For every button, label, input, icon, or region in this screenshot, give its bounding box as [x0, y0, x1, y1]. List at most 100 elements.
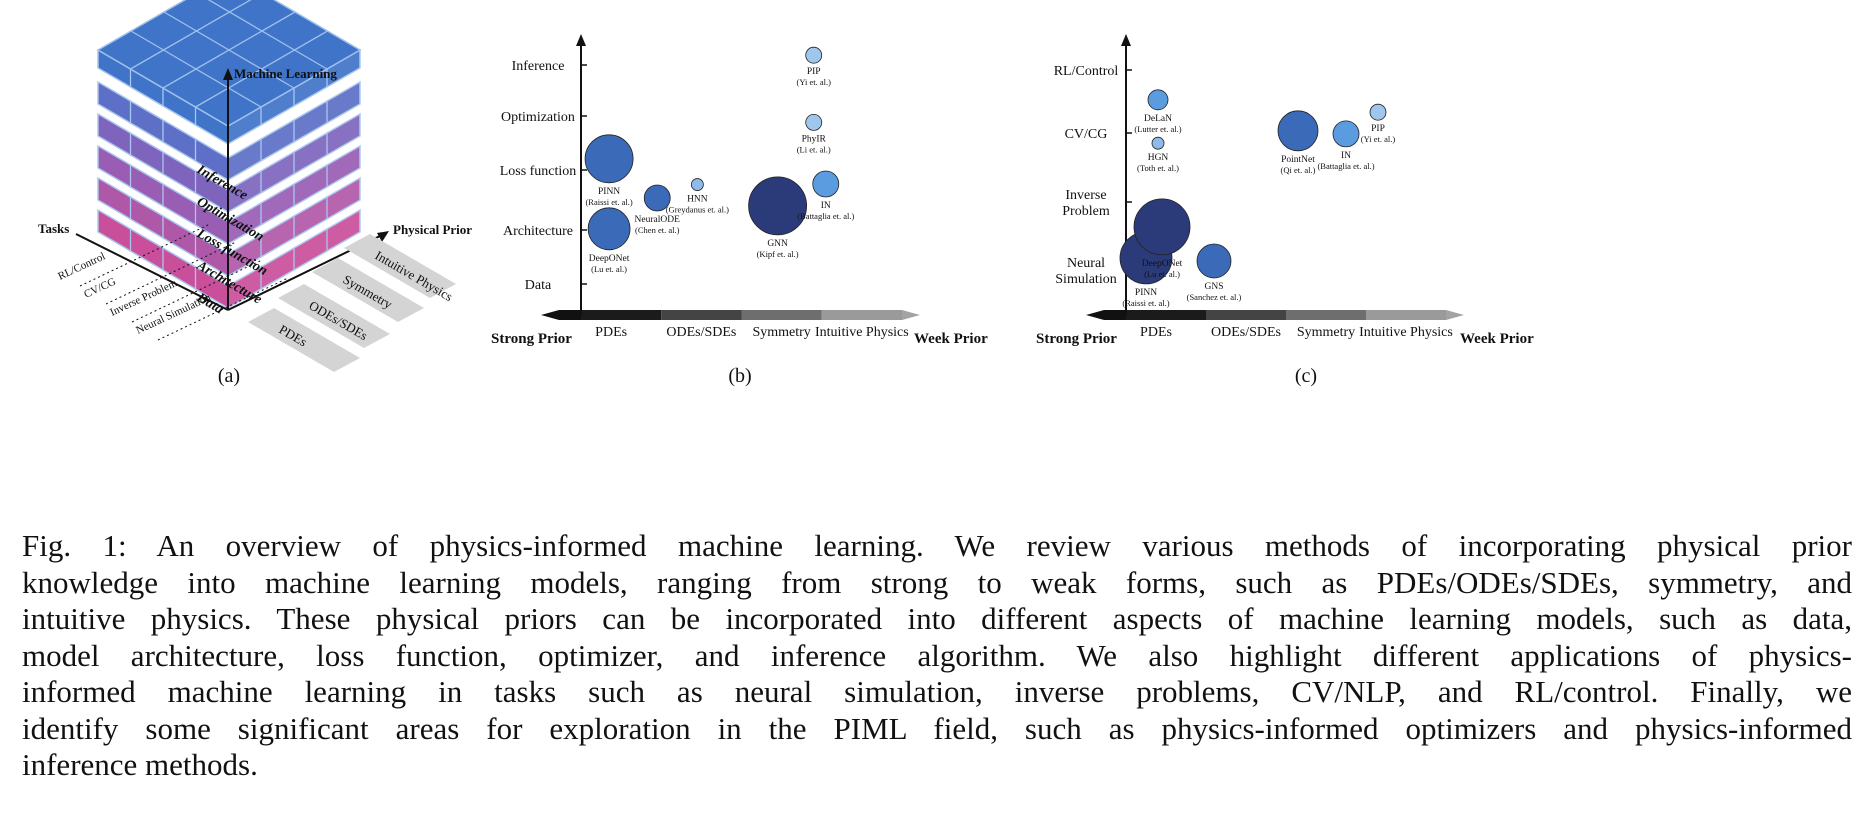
point-label: PINN	[598, 187, 620, 197]
x-tick-label: Symmetry	[1297, 325, 1355, 340]
point-cite: (Battaglia et. al.)	[797, 211, 854, 221]
task-guide-line	[105, 241, 237, 305]
prior-strip	[312, 258, 424, 322]
data-point	[805, 114, 823, 131]
point-label: GNS	[1204, 282, 1223, 292]
x-axis-label-right: Week Prior	[914, 331, 988, 347]
panel-label: (b)	[728, 365, 751, 387]
caption-line: inference methods.	[22, 747, 258, 782]
data-point	[1332, 120, 1360, 148]
x-bar-segment	[1206, 310, 1286, 320]
y-tick-label: Inverse	[1065, 188, 1106, 203]
cube-top-face	[96, 0, 362, 127]
x-axis-label-right: Week Prior	[1460, 331, 1534, 347]
point-cite: (Yi et. al.)	[1361, 134, 1396, 144]
point-cite: (Kipf et. al.)	[757, 249, 799, 259]
point-label: DeLaN	[1144, 114, 1172, 124]
y-tick-label: Loss function	[500, 164, 577, 179]
point-label: PIP	[807, 67, 821, 77]
panel-label: (c)	[1295, 365, 1317, 387]
point-label: GNN	[767, 239, 788, 249]
point-label: IN	[821, 201, 831, 211]
point-label: PINN	[1135, 288, 1157, 298]
point-cite: (Li et. al.)	[797, 144, 831, 154]
x-bar-segment	[1286, 310, 1366, 320]
x-axis-label-left: Strong Prior	[491, 331, 572, 347]
x-tick-label: Intuitive Physics	[1359, 325, 1453, 340]
y-tick-label: CV/CG	[1065, 127, 1108, 142]
caption-line: model architecture, loss function, optim…	[22, 637, 1852, 673]
y-tick-label: Simulation	[1055, 272, 1116, 287]
point-cite: (Sanchez et. al.)	[1187, 292, 1242, 302]
data-point	[1277, 110, 1319, 152]
x-axis-label-left: Strong Prior	[1036, 331, 1117, 347]
caption-line: Fig. 1: An overview of physics-informed …	[22, 528, 1852, 563]
x-arrow-left	[541, 310, 559, 320]
prior-strip	[248, 308, 360, 372]
x-bar-segment	[661, 310, 742, 320]
data-point	[690, 178, 704, 191]
x-bar-segment	[559, 310, 581, 320]
data-point	[1369, 103, 1387, 121]
x-bar-segment	[1126, 310, 1206, 320]
panel-b: Data Architecture Loss function Optimizatio…	[491, 34, 988, 387]
point-label: DeepONet	[589, 254, 630, 264]
x-tick-label: Symmetry	[752, 325, 810, 340]
x-tick-label: PDEs	[1140, 325, 1172, 340]
axis-label-vertical: Machine Learning	[234, 66, 337, 81]
x-bar-segment	[1366, 310, 1446, 320]
y-tick-label: RL/Control	[1054, 64, 1119, 79]
task-guide-line	[157, 277, 289, 341]
point-cite: (Toth et. al.)	[1137, 163, 1179, 173]
data-point	[643, 184, 671, 212]
point-cite: (Raissi et. al.)	[1122, 298, 1169, 308]
y-tick-label: Inference	[512, 59, 565, 74]
x-arrow-right	[1446, 310, 1464, 320]
x-bar-segment	[821, 310, 902, 320]
point-label: IN	[1341, 151, 1351, 161]
x-bar-segment	[1104, 310, 1126, 320]
prior-strip	[278, 284, 390, 348]
data-point	[584, 134, 634, 184]
task-label: CV/CG	[82, 276, 118, 301]
task-guide-line	[79, 223, 211, 287]
data-point	[1151, 136, 1165, 150]
point-cite: (Lutter et. al.)	[1134, 124, 1181, 134]
caption-line: informed machine learning in tasks such …	[22, 674, 1852, 709]
data-point	[1147, 89, 1169, 111]
data-point	[812, 170, 840, 198]
x-bar-segment	[581, 310, 662, 320]
caption-line: intuitive physics. These physical priors…	[22, 601, 1852, 636]
data-point	[1133, 198, 1191, 256]
point-label: HGN	[1148, 153, 1169, 163]
task-label: RL/Control	[56, 250, 107, 282]
figure-canvas: Data Architecture Loss function Optimizatio…	[38, 0, 1534, 387]
axis-label-right: Physical Prior	[393, 222, 472, 237]
panel-label: (a)	[218, 365, 240, 387]
point-cite: (Raissi et. al.)	[585, 197, 632, 207]
x-tick-label: ODEs/SDEs	[666, 325, 736, 340]
data-point	[805, 46, 823, 64]
point-label: NeuralODE	[635, 215, 681, 225]
y-axis-arrow	[576, 34, 586, 46]
point-label: PhyIR	[802, 134, 827, 144]
data-point	[748, 176, 808, 236]
point-cite: (Battaglia et. al.)	[1317, 161, 1374, 171]
y-tick-label: Optimization	[501, 110, 575, 125]
x-bar-segment	[741, 310, 822, 320]
data-point	[587, 207, 631, 251]
point-cite: (Qi et. al.)	[1281, 165, 1316, 175]
point-cite: (Yi et. al.)	[796, 77, 831, 87]
figure-caption: Fig. 1: An overview of physics-informed …	[22, 528, 1852, 784]
point-label: HNN	[687, 195, 708, 205]
point-cite: (Chen et. al.)	[635, 225, 680, 235]
x-arrow-left	[1086, 310, 1104, 320]
data-point	[1196, 243, 1232, 279]
axis-arrow	[377, 231, 389, 242]
caption-line: identify some significant areas for expl…	[22, 710, 1852, 746]
axis-label-left: Tasks	[38, 221, 69, 236]
point-cite: (Lu et. al.)	[591, 264, 627, 274]
y-tick-label: Data	[525, 278, 552, 293]
